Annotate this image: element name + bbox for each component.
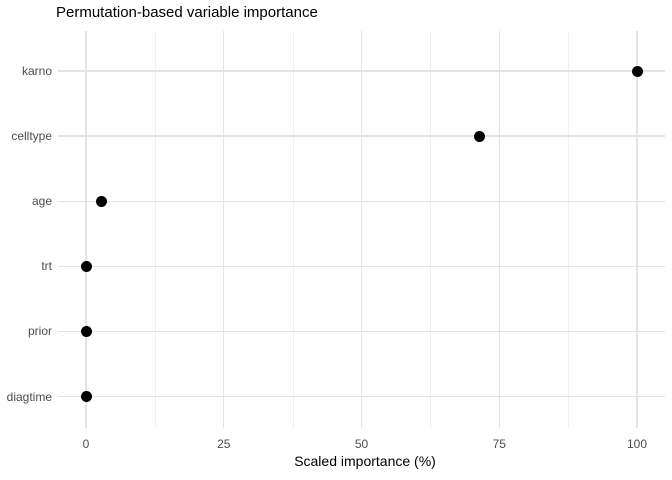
major-gridline <box>223 31 225 428</box>
x-axis-tick-label: 50 <box>354 437 369 451</box>
y-axis-label: trt <box>41 259 52 274</box>
y-axis-label: karno <box>21 64 52 78</box>
data-point <box>631 65 643 77</box>
major-gridline <box>360 31 363 428</box>
row-gridline <box>58 395 665 398</box>
minor-gridline <box>154 31 156 428</box>
row-gridline <box>58 70 665 72</box>
x-axis-tick-label: 100 <box>626 437 648 451</box>
major-gridline <box>498 31 500 428</box>
chart-title: Permutation-based variable importance <box>56 4 318 21</box>
y-axis-label: prior <box>27 324 52 339</box>
row-gridline <box>58 330 665 333</box>
data-point <box>96 195 108 207</box>
x-axis-tick-label: 0 <box>82 437 90 451</box>
x-axis-tick-label: 25 <box>217 437 231 451</box>
y-axis-label: diagtime <box>6 389 52 404</box>
y-axis-label: celltype <box>11 129 52 144</box>
row-gridline <box>58 265 665 267</box>
minor-gridline <box>430 31 432 428</box>
data-point <box>81 391 93 402</box>
data-point <box>473 130 485 142</box>
row-gridline <box>58 200 665 202</box>
minor-gridline <box>568 31 570 428</box>
x-axis-tick-label: 75 <box>492 437 506 451</box>
data-point <box>80 260 92 272</box>
plot-panel <box>58 31 665 428</box>
y-axis-label: age <box>31 194 52 209</box>
minor-gridline <box>292 31 294 428</box>
major-gridline <box>636 31 638 428</box>
row-gridline <box>58 135 665 137</box>
major-gridline <box>85 31 87 428</box>
data-point <box>81 325 93 337</box>
x-axis-title: Scaled importance (%) <box>294 453 436 469</box>
